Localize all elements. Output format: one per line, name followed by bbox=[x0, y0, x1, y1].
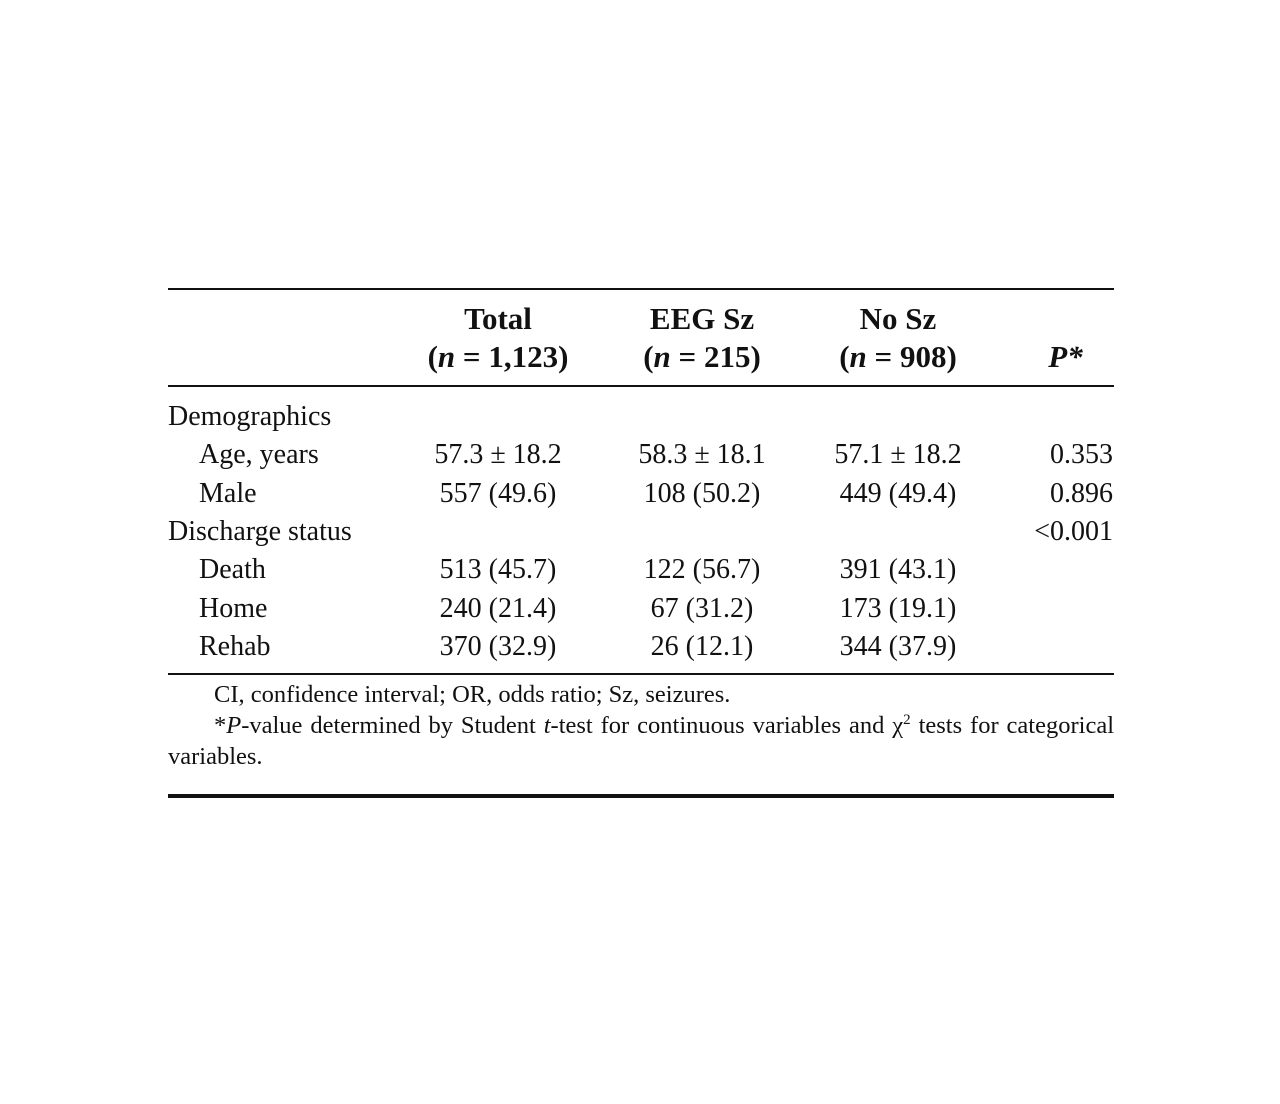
cell-total: 557 (49.6) bbox=[439, 478, 557, 509]
header-no-sz-name: No Sz bbox=[859, 301, 937, 336]
cell-eeg-sz: 122 (56.7) bbox=[643, 554, 761, 585]
cell-eeg-sz: 108 (50.2) bbox=[643, 478, 761, 509]
row-label: Male bbox=[199, 478, 257, 509]
row-label: Rehab bbox=[199, 631, 271, 662]
header-p: P* bbox=[1018, 338, 1113, 376]
cell-eeg-sz: 26 (12.1) bbox=[650, 631, 754, 662]
cell-no-sz: 391 (43.1) bbox=[839, 554, 957, 585]
header-no-sz: No Sz (n = 908) bbox=[798, 300, 998, 376]
footnote-abbreviations: CI, confidence interval; OR, odds ratio;… bbox=[214, 681, 731, 708]
cell-eeg-sz: 67 (31.2) bbox=[650, 593, 754, 624]
cell-eeg-sz: 58.3 ± 18.1 bbox=[638, 439, 766, 470]
table-bottom-rule bbox=[168, 673, 1114, 675]
table-top-rule bbox=[168, 288, 1114, 290]
row-label: Discharge status bbox=[168, 516, 352, 547]
cell-no-sz: 449 (49.4) bbox=[839, 478, 957, 509]
cell-p-value: 0.353 bbox=[1050, 439, 1113, 470]
table-header-rule bbox=[168, 385, 1114, 387]
row-label: Age, years bbox=[199, 439, 319, 470]
header-eeg-sz-n: (n = 215) bbox=[643, 339, 761, 374]
cell-total: 240 (21.4) bbox=[439, 593, 557, 624]
row-label: Home bbox=[199, 593, 268, 624]
header-total: Total (n = 1,123) bbox=[398, 300, 598, 376]
header-eeg-sz-name: EEG Sz bbox=[649, 301, 755, 336]
table-final-rule bbox=[168, 794, 1114, 798]
header-eeg-sz: EEG Sz (n = 215) bbox=[602, 300, 802, 376]
cell-p-value: 0.896 bbox=[1050, 478, 1113, 509]
cell-total: 513 (45.7) bbox=[439, 554, 557, 585]
cell-total: 370 (32.9) bbox=[439, 631, 557, 662]
header-total-name: Total bbox=[464, 301, 532, 336]
cell-p-value: <0.001 bbox=[1034, 516, 1113, 547]
header-no-sz-n: (n = 908) bbox=[839, 339, 957, 374]
cell-no-sz: 173 (19.1) bbox=[839, 593, 957, 624]
cell-no-sz: 57.1 ± 18.2 bbox=[834, 439, 962, 470]
row-label: Demographics bbox=[168, 401, 332, 432]
header-total-n: (n = 1,123) bbox=[427, 339, 569, 374]
footnote-pvalue: *P-value determined by Student t-test fo… bbox=[168, 711, 1115, 770]
header-p-label: P* bbox=[1048, 339, 1083, 374]
cell-total: 57.3 ± 18.2 bbox=[434, 439, 562, 470]
row-label: Death bbox=[199, 554, 266, 585]
cell-no-sz: 344 (37.9) bbox=[839, 631, 957, 662]
